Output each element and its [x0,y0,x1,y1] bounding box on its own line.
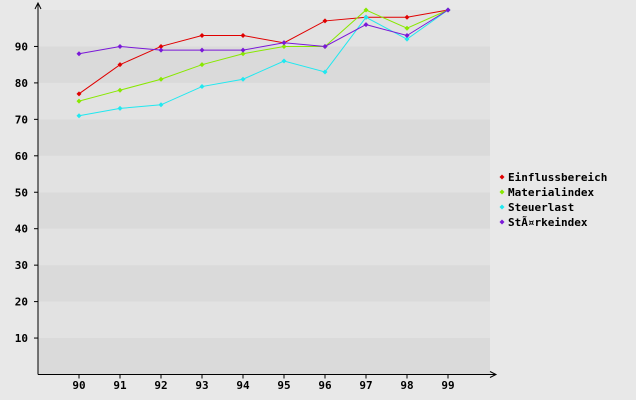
data-point [281,40,287,46]
grid-band [38,265,490,302]
data-point [281,58,287,64]
grid-band [38,46,490,83]
y-tick-label: 50 [15,186,28,199]
y-tick-label: 40 [15,223,28,236]
grid-band [38,82,490,120]
x-tick-label: 96 [318,379,332,392]
x-tick-label: 90 [72,379,85,392]
legend-label: StÃ¤rkeindex [508,216,588,229]
data-point [322,18,328,24]
data-point [76,113,82,119]
legend-marker [499,174,505,180]
data-point [240,51,246,57]
grid-band [38,228,490,266]
x-tick-label: 94 [236,379,250,392]
x-tick-label: 97 [359,379,372,392]
data-point [117,62,123,68]
legend-marker [499,189,505,195]
grid-band [38,155,490,193]
grid-band [38,192,490,229]
data-point [445,7,451,13]
data-point [322,43,328,49]
x-tick-label: 91 [113,379,127,392]
x-axis-arrow [489,371,498,378]
y-tick-label: 10 [15,332,28,345]
data-point [240,76,246,82]
data-point [117,43,123,49]
data-point [404,33,410,39]
data-point [158,102,164,108]
data-point [76,51,82,57]
x-tick-label: 99 [441,379,454,392]
y-tick-label: 20 [15,296,28,309]
data-point [158,76,164,82]
data-point [117,87,123,93]
data-point [199,33,205,39]
y-tick-label: 70 [15,113,28,126]
x-tick-label: 95 [277,379,290,392]
data-point [363,14,369,20]
data-point [281,43,287,49]
y-tick-label: 90 [15,40,28,53]
data-point [363,22,369,28]
data-point [199,62,205,68]
data-point [404,14,410,20]
legend-marker [499,219,505,225]
legend-label: Materialindex [508,186,594,199]
series-line [78,9,449,95]
series-line [78,9,449,117]
y-tick-label: 30 [15,259,28,272]
y-tick-label: 80 [15,77,28,90]
data-point [117,105,123,111]
x-tick-label: 98 [400,379,413,392]
legend-label: Einflussbereich [508,171,607,184]
data-point [76,98,82,104]
grid-band [38,338,490,375]
data-point [404,36,410,42]
series-line [78,9,449,55]
x-tick-label: 92 [154,379,167,392]
series-line [78,9,449,102]
data-point [199,47,205,53]
data-point [240,33,246,39]
data-point [158,47,164,53]
data-point [404,25,410,31]
data-point [76,91,82,97]
data-point [199,84,205,90]
y-axis-arrow [34,1,42,10]
data-point [322,69,328,75]
data-point [240,47,246,53]
y-tick-label: 60 [15,150,28,163]
grid-band [38,301,490,339]
data-point [363,7,369,13]
legend-marker [499,204,505,210]
grid-band [38,119,490,156]
legend-label: Steuerlast [508,201,574,214]
data-point [158,43,164,49]
x-tick-label: 93 [195,379,208,392]
